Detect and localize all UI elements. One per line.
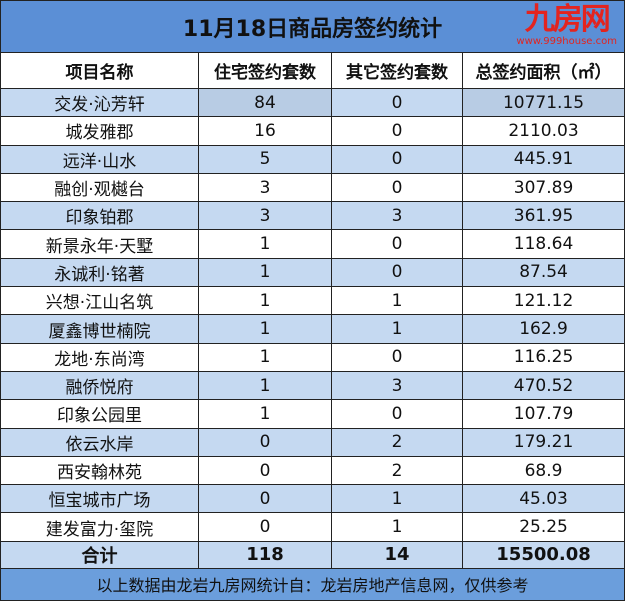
cell-project: 兴想·江山名筑 [0, 286, 199, 316]
footer-row: 以上数据由龙岩九房网统计自：龙岩房地产信息网，仅供参考 [0, 567, 625, 601]
table-row: 远洋·山水 5 0 445.91 [0, 144, 625, 174]
col-header-other: 其它签约套数 [331, 52, 463, 89]
total-cell-area: 15500.08 [461, 540, 625, 569]
cell-project: 融侨悦府 [0, 370, 199, 401]
table-row: 建发富力·玺院 0 1 25.25 [0, 512, 625, 542]
cell-area: 121.12 [461, 286, 625, 316]
cell-residential: 1 [198, 257, 332, 288]
cell-area: 45.03 [461, 484, 625, 514]
cell-residential: 1 [198, 286, 332, 316]
table-row: 龙地·东尚湾 1 0 116.25 [0, 342, 625, 372]
table-row: 依云水岸 0 2 179.21 [0, 427, 625, 457]
cell-residential: 3 [198, 201, 332, 231]
cell-other: 0 [331, 116, 463, 146]
cell-area: 162.9 [461, 314, 625, 344]
col-header-residential: 住宅签约套数 [198, 52, 332, 89]
col-header-project: 项目名称 [0, 52, 199, 89]
table-row: 厦鑫博世楠院 1 1 162.9 [0, 314, 625, 344]
cell-project: 远洋·山水 [0, 144, 199, 174]
cell-area: 25.25 [461, 512, 625, 542]
total-cell-residential: 118 [198, 540, 332, 569]
table-row: 印象铂郡 3 3 361.95 [0, 201, 625, 231]
cell-project: 依云水岸 [0, 427, 199, 457]
cell-project: 交发·沁芳轩 [0, 87, 199, 118]
cell-other: 0 [331, 172, 463, 203]
cell-area: 445.91 [461, 144, 625, 174]
cell-project: 新景永年·天墅 [0, 229, 199, 259]
cell-project: 永诚利·铭著 [0, 257, 199, 288]
cell-project: 恒宝城市广场 [0, 484, 199, 514]
cell-area: 361.95 [461, 201, 625, 231]
footer-note: 以上数据由龙岩九房网统计自：龙岩房地产信息网，仅供参考 [0, 567, 625, 601]
cell-residential: 1 [198, 342, 332, 372]
total-row: 合计 118 14 15500.08 [0, 540, 625, 569]
cell-residential: 1 [198, 399, 332, 429]
table-row: 融侨悦府 1 3 470.52 [0, 370, 625, 401]
cell-project: 融创·观樾台 [0, 172, 199, 203]
header-row: 项目名称 住宅签约套数 其它签约套数 总签约面积（㎡） [0, 52, 625, 89]
cell-residential: 84 [198, 87, 332, 118]
cell-residential: 1 [198, 229, 332, 259]
cell-area: 87.54 [461, 257, 625, 288]
cell-project: 印象铂郡 [0, 201, 199, 231]
cell-residential: 1 [198, 370, 332, 401]
cell-area: 118.64 [461, 229, 625, 259]
cell-other: 0 [331, 87, 463, 118]
cell-residential: 0 [198, 484, 332, 514]
table-title: 11月18日商品房签约统计 [0, 0, 625, 53]
cell-area: 68.9 [461, 455, 625, 486]
cell-other: 1 [331, 484, 463, 514]
cell-area: 10771.15 [461, 87, 625, 118]
cell-project: 厦鑫博世楠院 [0, 314, 199, 344]
cell-other: 3 [331, 201, 463, 231]
cell-area: 307.89 [461, 172, 625, 203]
cell-area: 470.52 [461, 370, 625, 401]
table-row: 西安翰林苑 0 2 68.9 [0, 455, 625, 486]
total-cell-other: 14 [331, 540, 463, 569]
cell-area: 2110.03 [461, 116, 625, 146]
cell-residential: 16 [198, 116, 332, 146]
cell-residential: 0 [198, 455, 332, 486]
cell-area: 116.25 [461, 342, 625, 372]
cell-project: 城发雅郡 [0, 116, 199, 146]
cell-other: 0 [331, 342, 463, 372]
cell-project: 西安翰林苑 [0, 455, 199, 486]
table-row: 永诚利·铭著 1 0 87.54 [0, 257, 625, 288]
cell-other: 0 [331, 144, 463, 174]
cell-other: 0 [331, 399, 463, 429]
table-row: 恒宝城市广场 0 1 45.03 [0, 484, 625, 514]
cell-project: 印象公园里 [0, 399, 199, 429]
cell-other: 2 [331, 455, 463, 486]
col-header-area: 总签约面积（㎡） [461, 52, 625, 89]
cell-project: 龙地·东尚湾 [0, 342, 199, 372]
cell-residential: 3 [198, 172, 332, 203]
cell-other: 0 [331, 257, 463, 288]
cell-other: 1 [331, 314, 463, 344]
cell-area: 179.21 [461, 427, 625, 457]
cell-other: 0 [331, 229, 463, 259]
table-row: 兴想·江山名筑 1 1 121.12 [0, 286, 625, 316]
cell-other: 1 [331, 512, 463, 542]
table-row: 融创·观樾台 3 0 307.89 [0, 172, 625, 203]
table-row: 新景永年·天墅 1 0 118.64 [0, 229, 625, 259]
table-row: 印象公园里 1 0 107.79 [0, 399, 625, 429]
cell-other: 3 [331, 370, 463, 401]
cell-residential: 5 [198, 144, 332, 174]
cell-residential: 1 [198, 314, 332, 344]
cell-project: 建发富力·玺院 [0, 512, 199, 542]
cell-residential: 0 [198, 427, 332, 457]
cell-residential: 0 [198, 512, 332, 542]
table-row: 交发·沁芳轩 84 0 10771.15 [0, 87, 625, 118]
total-cell-project: 合计 [0, 540, 199, 569]
cell-other: 1 [331, 286, 463, 316]
table-row: 城发雅郡 16 0 2110.03 [0, 116, 625, 146]
cell-area: 107.79 [461, 399, 625, 429]
cell-other: 2 [331, 427, 463, 457]
